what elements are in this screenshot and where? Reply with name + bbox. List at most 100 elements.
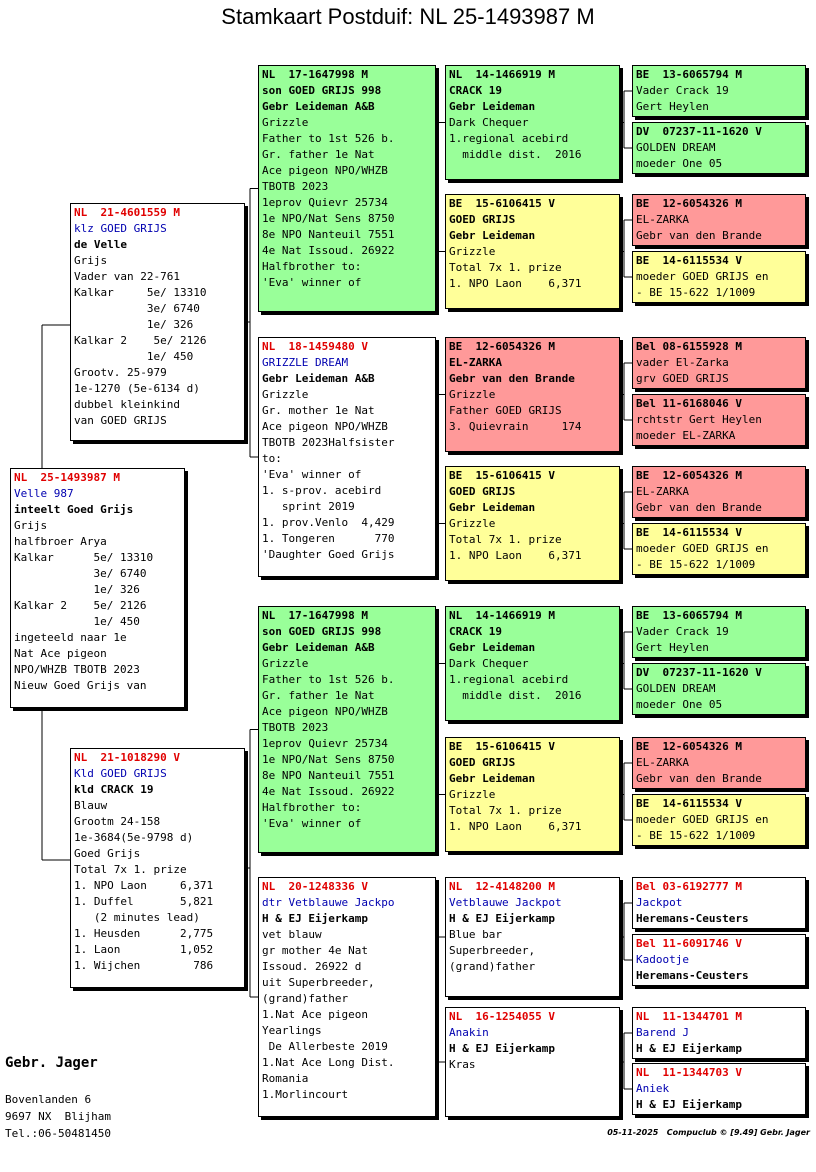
pedigree-line: 1. NPO Laon 6,371 xyxy=(449,277,582,290)
pedigree-line: GOLDEN DREAM xyxy=(636,682,716,695)
pedigree-line: 1. Wijchen 786 xyxy=(74,959,214,972)
owner-name: Gebr. Jager xyxy=(5,1055,98,1071)
pedigree-line: 1.regional acebird xyxy=(449,132,569,145)
pedigree-line: Gebr Leideman xyxy=(449,641,536,654)
pedigree-line: 1e/ 450 xyxy=(14,615,140,628)
pedigree-line: middle dist. 2016 xyxy=(449,689,582,702)
pedigree-line: H & EJ Eijerkamp xyxy=(636,1098,742,1111)
pedigree-line: moeder GOED GRIJS en xyxy=(636,270,769,283)
ring-number: BE 13-6065794 M xyxy=(636,68,742,81)
pedigree-box: BE 12-6054326 M EL-ZARKA Gebr van den Bran… xyxy=(632,737,806,789)
pedigree-box: Bel 03-6192777 M Jackpot Heremans-Ceusters xyxy=(632,877,806,929)
pedigree-line: 1. s-prov. acebird xyxy=(262,484,382,497)
ring-number: NL 20-1248336 V xyxy=(262,880,368,893)
pedigree-box: NL 18-1459480 V GRIZZLE DREAM Gebr Leidema… xyxy=(258,337,436,577)
ring-number: NL 14-1466919 M xyxy=(449,68,555,81)
pedigree-box: BE 12-6054326 M EL-ZARKA Gebr van den Bran… xyxy=(445,337,620,452)
ring-number: NL 11-1344703 V xyxy=(636,1066,742,1079)
pedigree-line: TBOTB 2023 xyxy=(262,721,329,734)
pedigree-line: 1. Tongeren 770 xyxy=(262,532,395,545)
ring-number: BE 12-6054326 M xyxy=(449,340,555,353)
pedigree-line: (2 minutes lead) xyxy=(74,911,200,924)
pedigree-box: DV 07237-11-1620 V GOLDEN DREAM moeder One… xyxy=(632,663,806,715)
pedigree-line: moeder GOED GRIJS en xyxy=(636,542,769,555)
pedigree-line: Gert Heylen xyxy=(636,641,709,654)
pedigree-line: klz GOED GRIJS xyxy=(74,222,167,235)
pedigree-line: Kalkar 2 5e/ 2126 xyxy=(74,334,207,347)
pedigree-line: uit Superbreeder, xyxy=(262,976,375,989)
owner-line: Bovenlanden 6 xyxy=(5,1093,92,1106)
pedigree-line: Gebr van den Brande xyxy=(449,372,575,385)
pedigree-line: Kalkar 5e/ 13310 xyxy=(14,551,154,564)
pedigree-line: Aniek xyxy=(636,1082,670,1095)
pedigree-line: 1. NPO Laon 6,371 xyxy=(74,879,214,892)
pedigree-box: DV 07237-11-1620 V GOLDEN DREAM moeder One… xyxy=(632,122,806,174)
pedigree-line: rchtstr Gert Heylen xyxy=(636,413,762,426)
ring-number: BE 12-6054326 M xyxy=(636,197,742,210)
pedigree-line: Vetblauwe Jackpot xyxy=(449,896,562,909)
pedigree-box: NL 12-4148200 M Vetblauwe Jackpot H & EJ E… xyxy=(445,877,620,997)
pedigree-line: Gebr van den Brande xyxy=(636,772,762,785)
pedigree-line: 4e Nat Issoud. 26922 xyxy=(262,785,395,798)
ring-number: NL 21-4601559 M xyxy=(74,206,180,219)
pedigree-line: 1.Morlincourt xyxy=(262,1088,349,1101)
pedigree-line: Yearlings xyxy=(262,1024,322,1037)
pedigree-line: 1. Heusden 2,775 xyxy=(74,927,214,940)
pedigree-line: Total 7x 1. prize xyxy=(449,533,562,546)
pedigree-line: Total 7x 1. prize xyxy=(74,863,187,876)
pedigree-line: H & EJ Eijerkamp xyxy=(636,1042,742,1055)
ring-number: BE 15-6106415 V xyxy=(449,469,555,482)
pedigree-line: Grizzle xyxy=(262,116,309,129)
pedigree-box: BE 15-6106415 V GOED GRIJS Gebr Leideman Gr… xyxy=(445,194,620,309)
pedigree-line: Grizzle xyxy=(449,788,496,801)
ring-number: Bel 03-6192777 M xyxy=(636,880,742,893)
pedigree-line: 3e/ 6740 xyxy=(74,302,200,315)
pedigree-line: Grijs xyxy=(14,519,48,532)
pedigree-line: Grizzle xyxy=(449,245,496,258)
pedigree-line: ingeteeld naar 1e xyxy=(14,631,127,644)
pedigree-line: Dark Chequer xyxy=(449,116,529,129)
pedigree-line: EL-ZARKA xyxy=(636,756,689,769)
pedigree-box: NL 20-1248336 V dtr Vetblauwe Jackpo H & E… xyxy=(258,877,436,1117)
pedigree-line: De Allerbeste 2019 xyxy=(262,1040,388,1053)
pedigree-line: sprint 2019 xyxy=(262,500,355,513)
pedigree-line: van GOED GRIJS xyxy=(74,414,167,427)
pedigree-box: NL 17-1647998 M son GOED GRIJS 998 Gebr Le… xyxy=(258,606,436,853)
pedigree-line: Kras xyxy=(449,1058,476,1071)
ring-number: BE 13-6065794 M xyxy=(636,609,742,622)
pedigree-line: Halfbrother to: xyxy=(262,260,362,273)
pedigree-line: middle dist. 2016 xyxy=(449,148,582,161)
pedigree-line: 8e NPO Nanteuil 7551 xyxy=(262,228,395,241)
pedigree-line: 1e NPO/Nat Sens 8750 xyxy=(262,212,395,225)
pedigree-line: GOED GRIJS xyxy=(449,485,516,498)
pedigree-line: Gr. father 1e Nat xyxy=(262,689,375,702)
pedigree-box: NL 14-1466919 M CRACK 19 Gebr Leideman Dark… xyxy=(445,65,620,180)
pedigree-line: Grijs xyxy=(74,254,108,267)
pedigree-line: kld CRACK 19 xyxy=(74,783,154,796)
pedigree-line: inteelt Goed Grijs xyxy=(14,503,134,516)
pedigree-line: 3. Quievrain 174 xyxy=(449,420,582,433)
pedigree-box: NL 21-1018290 V Kld GOED GRIJS kld CRACK 1… xyxy=(70,748,245,988)
pedigree-line: Gert Heylen xyxy=(636,100,709,113)
pedigree-line: 1eprov Quievr 25734 xyxy=(262,196,388,209)
pedigree-line: Heremans-Ceusters xyxy=(636,969,749,982)
pedigree-line: son GOED GRIJS 998 xyxy=(262,625,382,638)
pedigree-line: de Velle xyxy=(74,238,127,251)
title: Stamkaart Postduif: NL 25-1493987 M xyxy=(221,4,595,29)
ring-number: NL 21-1018290 V xyxy=(74,751,180,764)
pedigree-line: Nieuw Goed Grijs van xyxy=(14,679,147,692)
pedigree-line: Gr. mother 1e Nat xyxy=(262,404,375,417)
pedigree-line: Issoud. 26922 d xyxy=(262,960,362,973)
owner-line: 9697 NX Blijham xyxy=(5,1110,111,1123)
pedigree-box: BE 14-6115534 V moeder GOED GRIJS en - BE … xyxy=(632,794,806,846)
pedigree-line: Kadootje xyxy=(636,953,689,966)
pedigree-line: 1. Duffel 5,821 xyxy=(74,895,214,908)
pedigree-line: moeder One 05 xyxy=(636,698,723,711)
pedigree-line: 1e/ 450 xyxy=(74,350,194,363)
pedigree-line: grv GOED GRIJS xyxy=(636,372,729,385)
pedigree-line: Barend J xyxy=(636,1026,689,1039)
pedigree-line: moeder One 05 xyxy=(636,157,723,170)
pedigree-line: 1.Nat Ace Long Dist. xyxy=(262,1056,395,1069)
ring-number: DV 07237-11-1620 V xyxy=(636,125,762,138)
